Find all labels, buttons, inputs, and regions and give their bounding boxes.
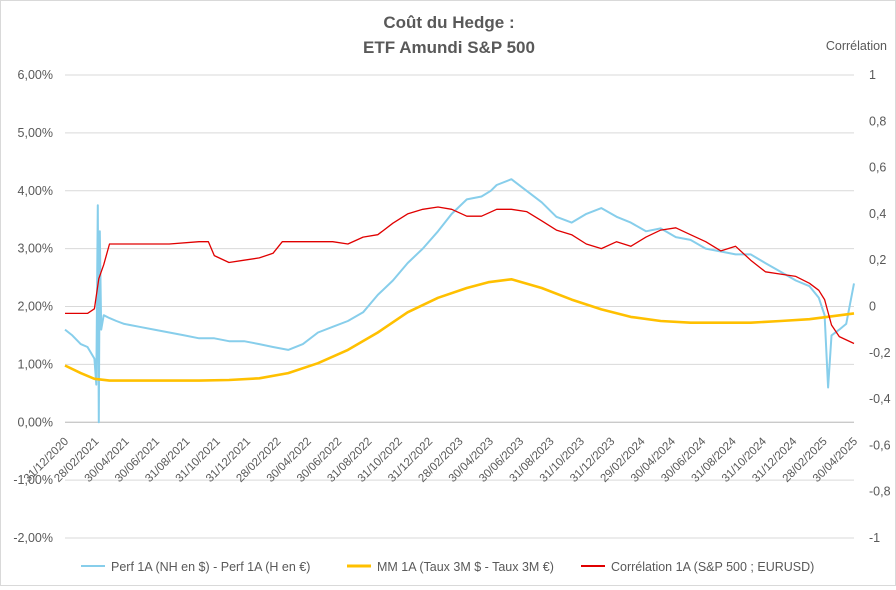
right-axis-tick-label: 0,8 [869,114,886,128]
left-axis-tick-label: 5,00% [18,126,53,140]
right-axis-tick-label: 0,4 [869,207,886,221]
legend-label: Corrélation 1A (S&P 500 ; EURUSD) [611,560,814,574]
legend: Perf 1A (NH en $) - Perf 1A (H en €) MM 1… [81,560,814,574]
right-axis-tick-label: 0,6 [869,161,886,175]
perf-spread-line [64,178,855,424]
correlation-line [65,206,855,345]
right-axis-label: Corrélation [826,39,887,53]
left-axis-tick-label: -1,00% [13,473,53,487]
left-axis-tick-label: 0,00% [18,415,53,429]
right-axis-ticks: 1 0,8 0,6 0,4 0,2 0 -0,2 -0,4 -0,6 -0,8 -1 [869,68,891,545]
left-axis-tick-label: 2,00% [18,300,53,314]
chart-title-line-2: ETF Amundi S&P 500 [363,38,535,57]
mm-rate-spread-line [64,277,855,382]
right-axis-tick-label: -0,4 [869,392,891,406]
left-axis-tick-label: 3,00% [18,242,53,256]
right-axis-tick-label: -1 [869,531,880,545]
chart-title-line-1: Coût du Hedge : [383,13,514,32]
right-axis-tick-label: -0,6 [869,438,891,452]
right-axis-tick-label: 0 [869,300,876,314]
left-axis-ticks: 6,00% 5,00% 4,00% 3,00% 2,00% 1,00% 0,00% -1,00… [13,68,53,545]
right-axis-tick-label: -0,8 [869,485,891,499]
gridlines [65,74,854,539]
left-axis-tick-label: 1,00% [18,357,53,371]
series-lines [64,178,855,424]
right-axis-tick-label: 0,2 [869,253,886,267]
legend-label: MM 1A (Taux 3M $ - Taux 3M €) [377,560,554,574]
right-axis-tick-label: -0,2 [869,346,891,360]
right-axis-tick-label: 1 [869,68,876,82]
left-axis-tick-label: 6,00% [18,68,53,82]
left-axis-tick-label: -2,00% [13,531,53,545]
left-axis-tick-label: 4,00% [18,184,53,198]
x-axis-ticks: 31/12/202028/02/202130/04/202130/06/2021… [22,435,860,485]
legend-label: Perf 1A (NH en $) - Perf 1A (H en €) [111,560,310,574]
